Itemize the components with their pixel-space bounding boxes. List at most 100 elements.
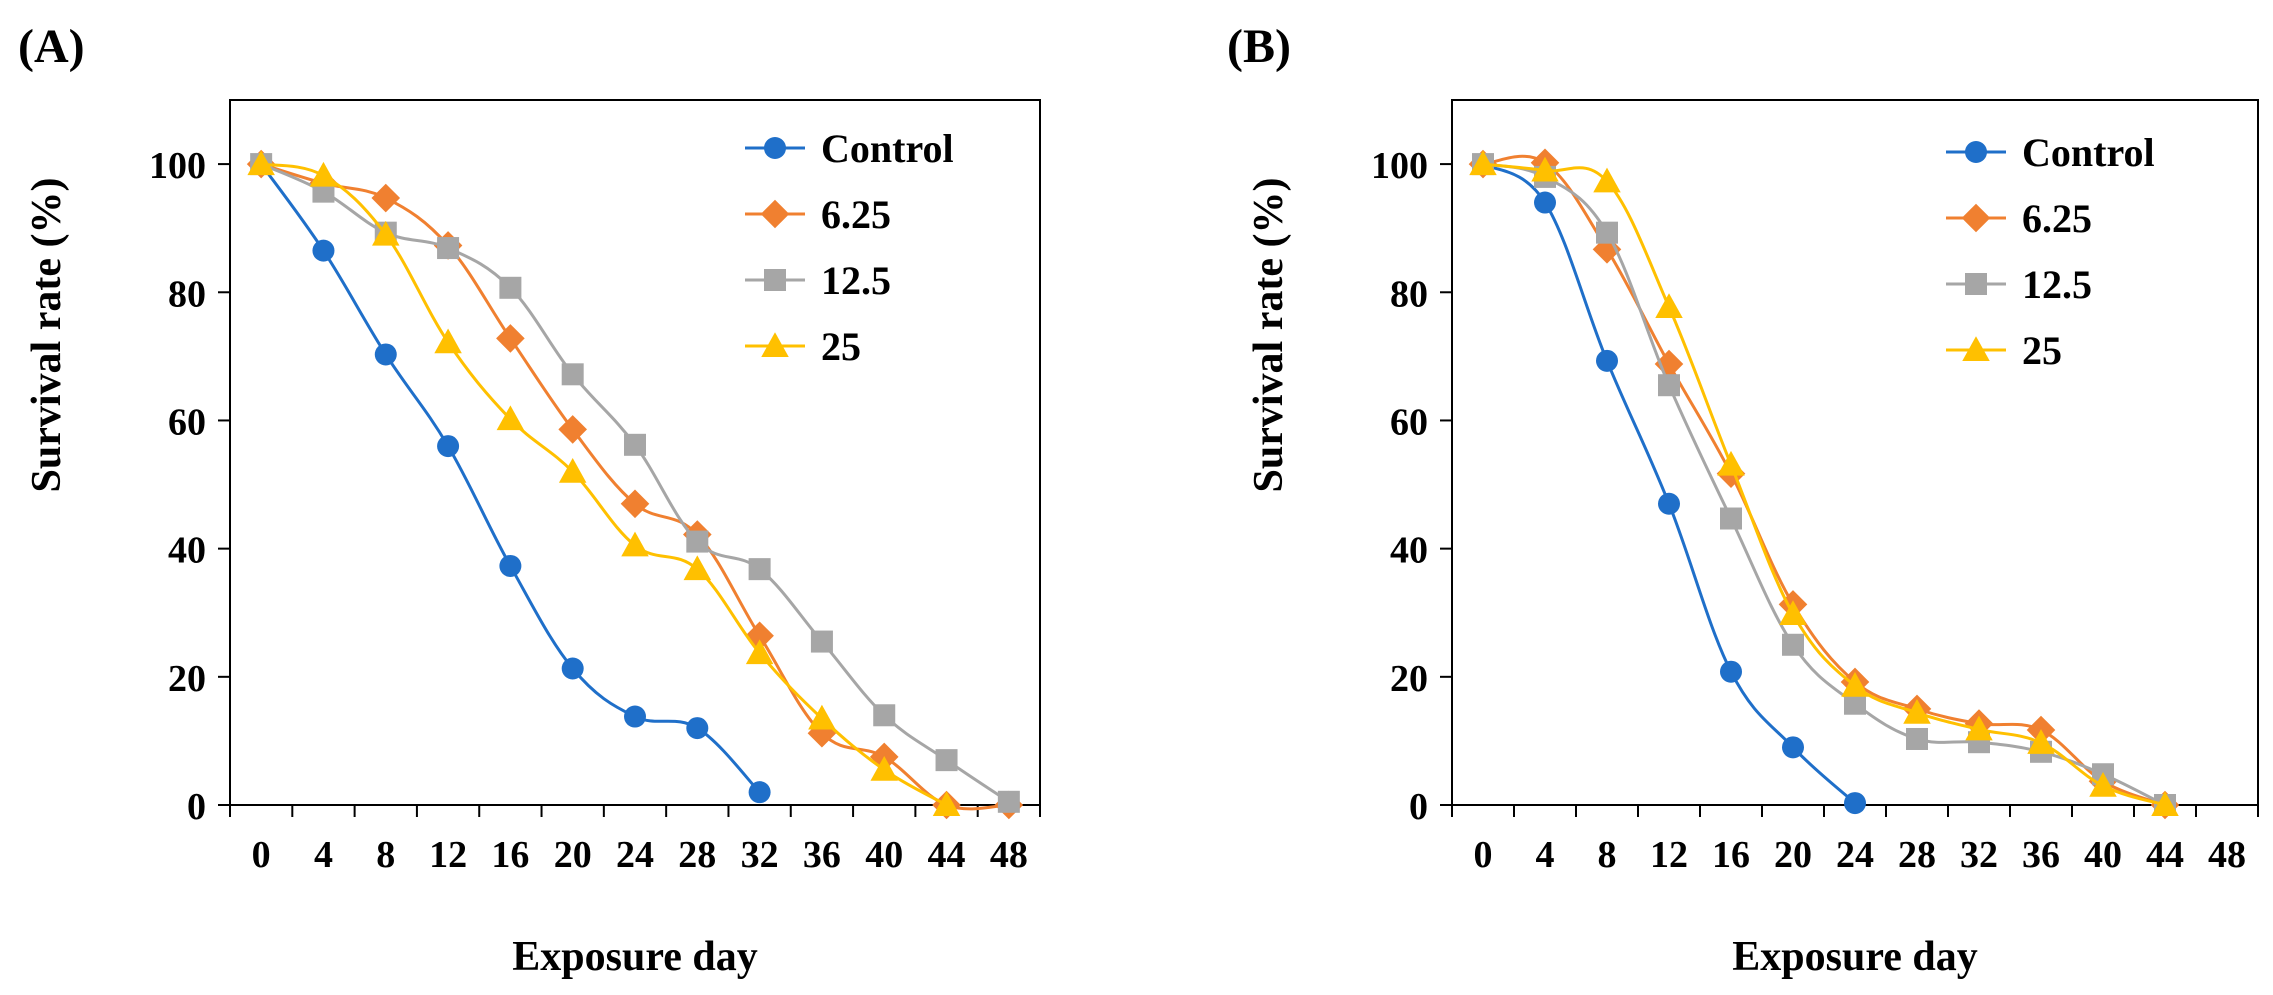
legend-marker: [760, 199, 790, 229]
data-point: [1592, 235, 1622, 264]
data-point: [437, 237, 460, 260]
legend-marker: [1965, 273, 1987, 295]
x-tick-label: 36: [2022, 834, 2060, 876]
data-point: [997, 790, 1020, 813]
y-axis-label: Survival rate (%): [1246, 178, 1292, 493]
x-tick-label: 24: [1836, 834, 1874, 876]
data-point: [561, 657, 584, 680]
legend-marker: [1961, 203, 1991, 233]
data-point: [932, 791, 961, 816]
x-tick-label: 44: [2146, 834, 2184, 876]
legend-marker: [764, 269, 786, 291]
x-tick-label: 16: [1712, 834, 1750, 876]
x-tick-label: 4: [1536, 834, 1555, 876]
legend-label: 6.25: [2022, 196, 2092, 241]
y-tick-label: 60: [168, 401, 206, 443]
legend: Control 6.25 12.5 25: [745, 126, 954, 369]
data-point: [1658, 374, 1680, 397]
data-point: [434, 328, 462, 354]
x-tick-label: 36: [803, 834, 841, 876]
data-point: [1782, 736, 1804, 759]
series-line: [1482, 162, 2166, 807]
x-tick-label: 16: [491, 834, 529, 876]
data-point: [1593, 167, 1621, 193]
series-25: [1469, 150, 2179, 816]
series-Control: [250, 153, 771, 804]
data-point: [1841, 672, 1869, 697]
x-tick-label: 24: [616, 834, 654, 876]
legend: Control 6.25 12.5 25: [1946, 130, 2155, 373]
x-tick-label: 8: [376, 834, 395, 876]
data-point: [1844, 692, 1866, 715]
x-tick-label: 32: [1960, 834, 1998, 876]
data-point: [748, 781, 771, 804]
x-tick-label: 8: [1598, 834, 1617, 876]
x-axis-label: Exposure day: [1732, 934, 1977, 980]
data-point: [1531, 156, 1559, 182]
legend-marker: [1962, 336, 1990, 361]
legend-marker: [764, 137, 786, 159]
y-axis-label: Survival rate (%): [24, 178, 70, 493]
data-point: [312, 239, 335, 262]
y-tick-label: 40: [168, 530, 206, 572]
data-point: [745, 639, 774, 665]
data-point: [686, 717, 709, 740]
legend-label: 12.5: [821, 258, 891, 303]
series-Control: [1472, 153, 1866, 815]
x-tick-label: 0: [252, 834, 271, 876]
data-point: [1779, 600, 1807, 626]
data-point: [808, 704, 836, 730]
x-tick-label: 12: [429, 834, 467, 876]
y-tick-label: 0: [1409, 786, 1428, 828]
y-tick-label: 100: [149, 145, 206, 187]
data-point: [620, 489, 650, 519]
legend-label: 25: [2022, 328, 2062, 373]
legend-label: Control: [2022, 130, 2155, 175]
data-point: [1720, 660, 1742, 683]
data-point: [558, 457, 587, 483]
plot-frame: [229, 99, 1041, 806]
data-point: [1534, 191, 1556, 214]
data-point: [247, 150, 275, 176]
x-tick-label: 28: [1898, 834, 1936, 876]
data-point: [1965, 715, 1993, 741]
x-tick-label: 12: [1650, 834, 1688, 876]
data-point: [374, 343, 397, 366]
data-point: [870, 756, 898, 781]
data-point: [437, 435, 460, 458]
y-tick-label: 80: [168, 273, 206, 315]
data-point: [1903, 698, 1931, 724]
legend-label: 12.5: [2022, 262, 2092, 307]
data-point: [372, 220, 400, 246]
series-line: [259, 163, 761, 794]
series-25: [247, 150, 961, 816]
legend-label: 6.25: [821, 192, 891, 237]
x-axis-label: Exposure day: [512, 934, 757, 980]
data-point: [1655, 293, 1683, 319]
data-point: [621, 531, 649, 557]
data-point: [1469, 150, 1497, 176]
data-point: [309, 161, 338, 187]
series-6-25: [1468, 148, 2180, 820]
data-point: [1720, 507, 1742, 530]
data-point: [1654, 349, 1684, 379]
legend-label: Control: [821, 126, 954, 171]
legend-marker: [761, 332, 789, 357]
data-point: [2151, 791, 2179, 816]
data-point: [496, 405, 525, 431]
x-tick-label: 48: [2208, 834, 2246, 876]
data-point: [371, 183, 401, 213]
series-line: [1482, 154, 2166, 807]
series-12-5: [1472, 153, 2176, 816]
data-point: [624, 433, 646, 456]
data-point: [748, 558, 771, 581]
x-tick-label: 40: [865, 834, 903, 876]
x-tick-label: 20: [1774, 834, 1812, 876]
x-tick-label: 20: [554, 834, 592, 876]
series-line: [1482, 162, 1857, 805]
